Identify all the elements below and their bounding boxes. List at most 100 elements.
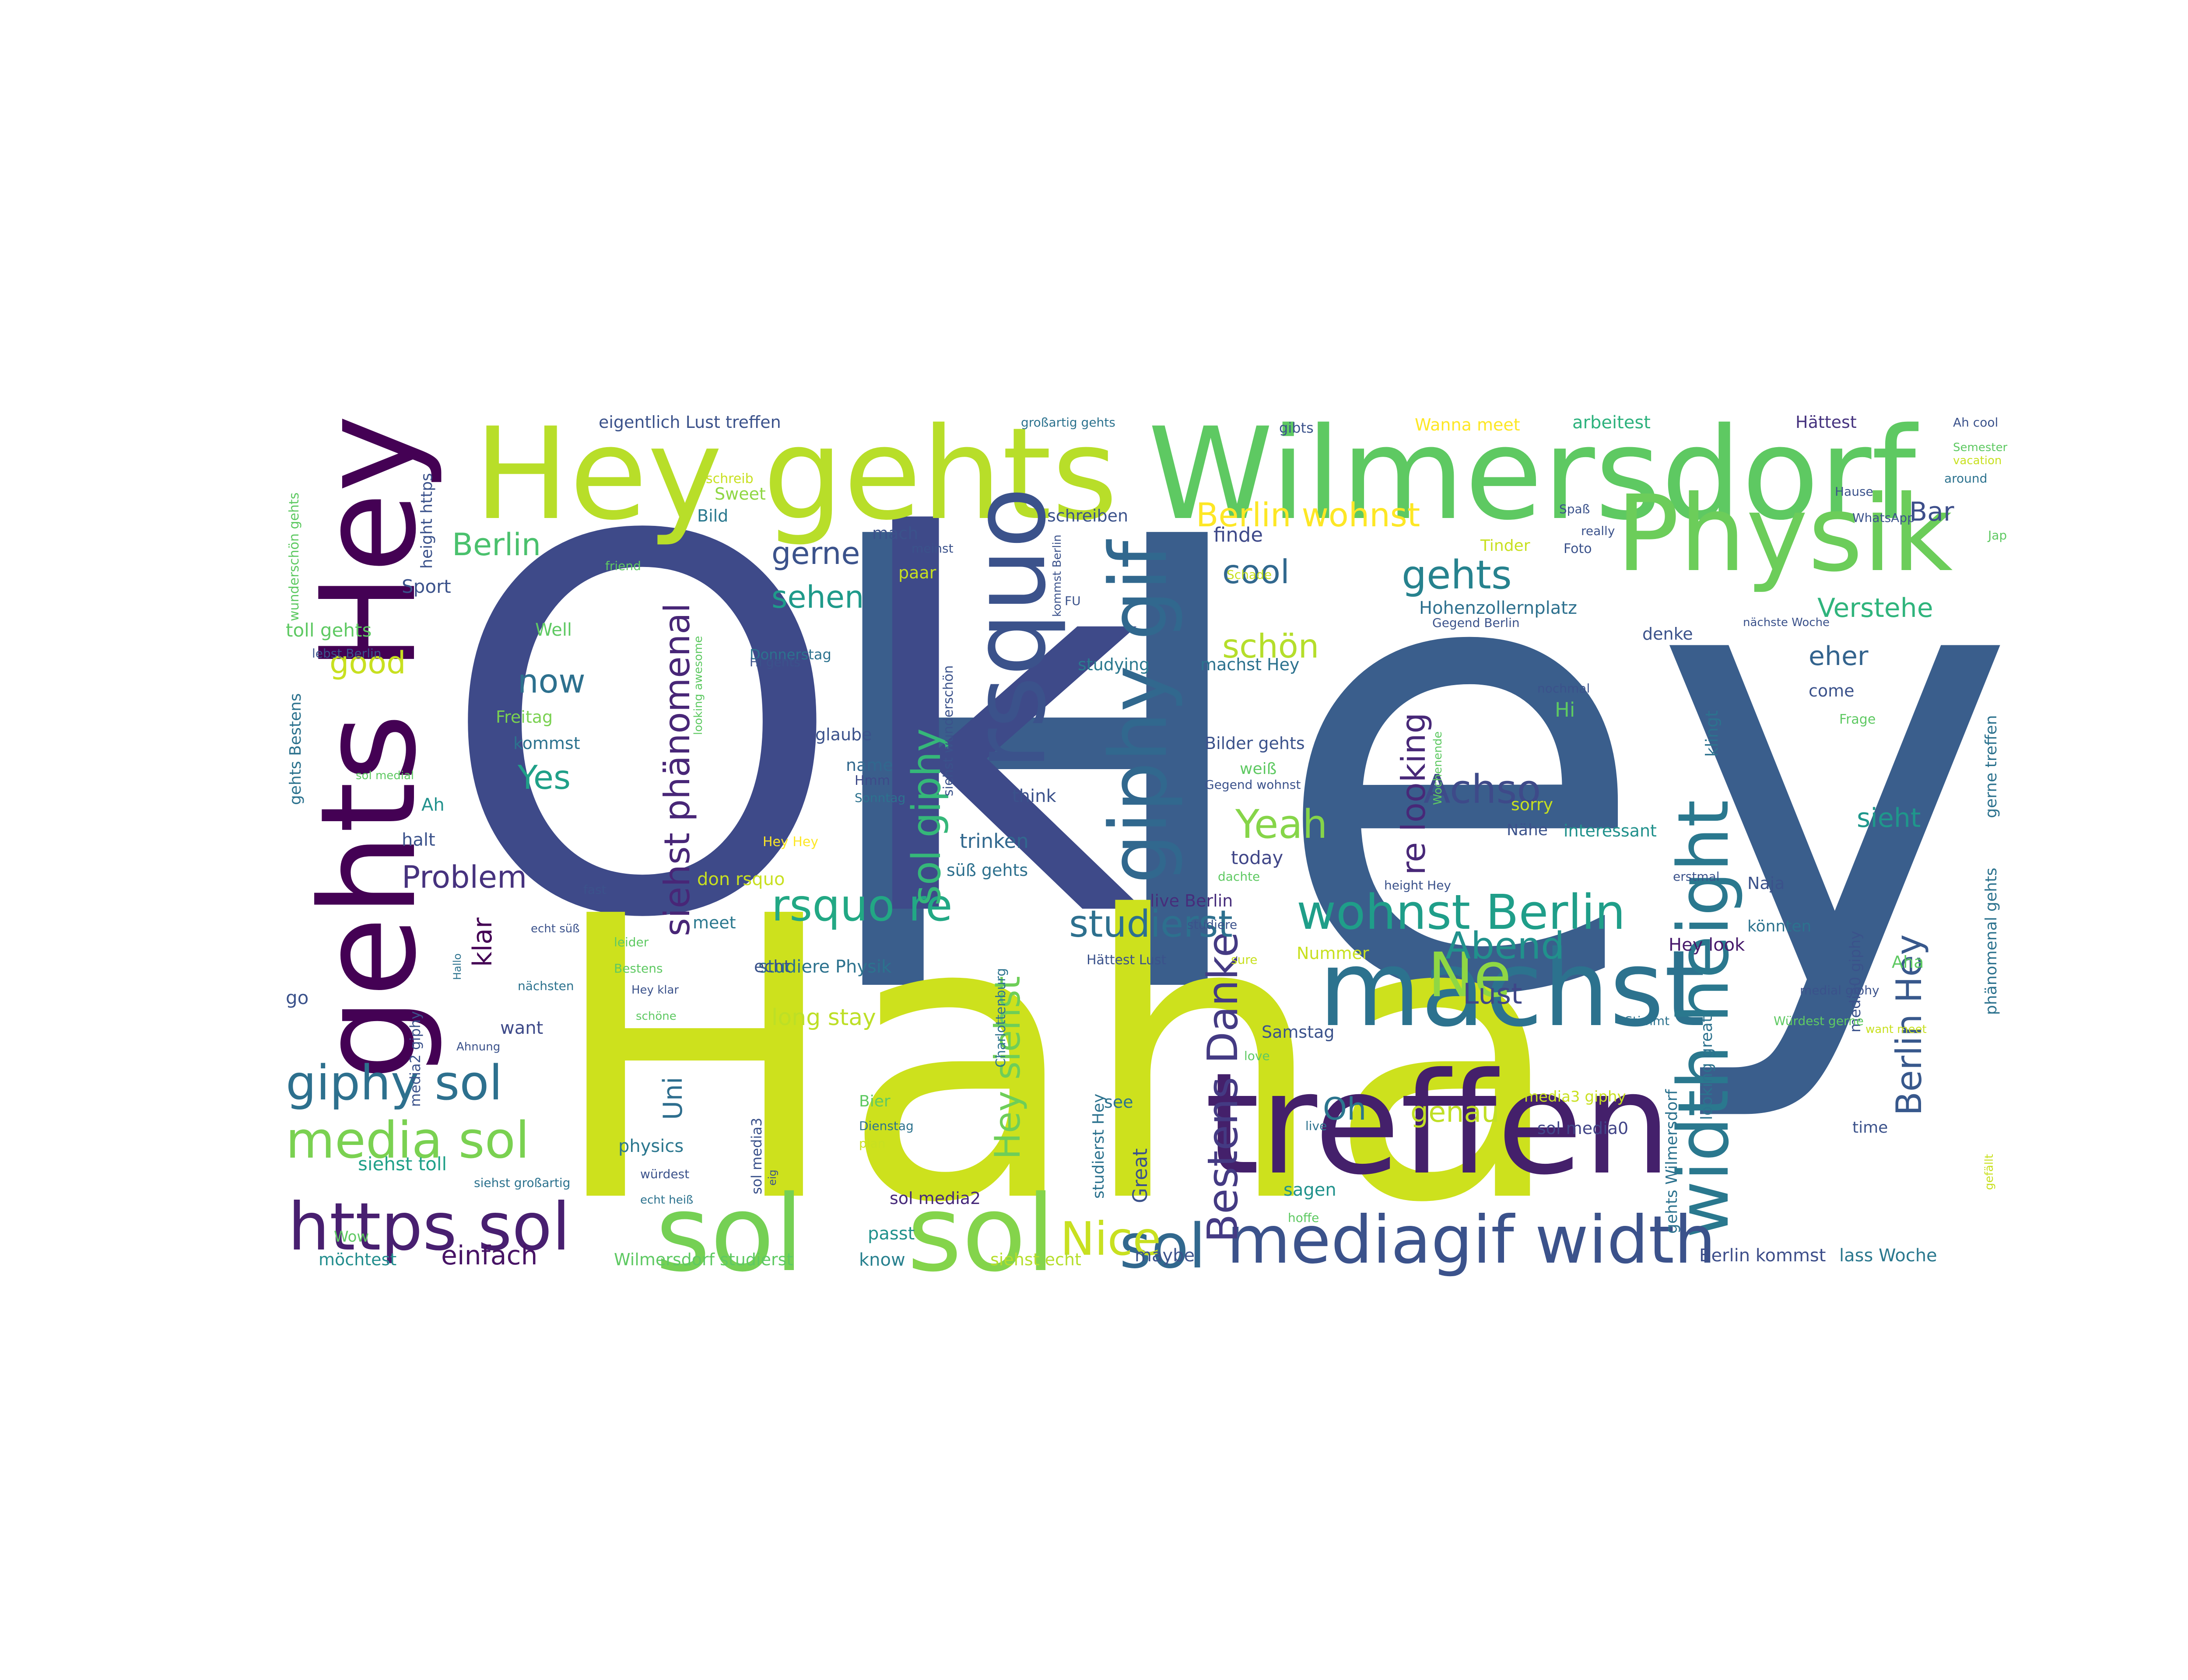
cloud-word: maybe [1135,1246,1195,1266]
cloud-word: sol media3 [748,1117,765,1194]
cloud-word: studiere Physik [758,957,892,977]
cloud-word: sol media2 [890,1189,981,1208]
cloud-word: toll gehts [286,620,372,641]
cloud-word: Sweet [715,484,766,504]
cloud-word: Hättest [1795,413,1857,432]
cloud-word: Verstehe [1817,593,1933,623]
cloud-word: machst [1318,928,1706,1050]
cloud-word: gehts Hey [292,414,445,1081]
cloud-word: möchtest [319,1250,397,1269]
cloud-word: sehen [771,579,864,615]
cloud-word: Hey [801,411,2019,1131]
cloud-word: Yeah [1235,802,1328,847]
cloud-word: mediagif width [1227,1202,1716,1278]
cloud-word: Berlin [452,527,541,563]
cloud-word: Bier [859,1092,891,1110]
cloud-word: Hohenzollernplatz [1419,598,1577,618]
cloud-word: physics [618,1136,684,1156]
cloud-word: good [330,645,406,681]
cloud-word: sol medial [356,769,414,782]
cloud-word: Hey klar [631,984,679,997]
cloud-word: sieht [1857,803,1921,833]
cloud-word: eigentlich Lust treffen [599,413,781,432]
cloud-word: Great [1129,1148,1152,1203]
cloud-word: dachte [1218,869,1260,884]
cloud-word: studierst [1069,903,1233,946]
cloud-word: come [1809,681,1855,700]
cloud-word: Hey look [1669,935,1745,955]
cloud-word: phänomenal gehts [1982,868,2000,1015]
cloud-word: rsquo re [771,880,953,931]
cloud-word: Problem [402,859,527,895]
cloud-word: Yes [518,758,571,797]
cloud-word: Bilder gehts [1205,734,1305,753]
cloud-word: siehst toll [358,1153,447,1175]
cloud-word: Well [535,620,572,640]
cloud-word: sure [1231,952,1258,967]
cloud-word: Berlin wohnst [1196,496,1420,534]
cloud-word: gerne treffen [1982,715,2000,818]
cloud-word: Lust [1463,978,1522,1011]
cloud-word: looking great [1698,1016,1716,1120]
cloud-word: Bestens Danke [1199,931,1247,1242]
cloud-word: media sol [286,1111,529,1170]
cloud-word: friend [605,559,641,573]
cloud-word: height https [418,473,436,569]
cloud-word: eher [1809,641,1869,672]
cloud-word: re looking [1394,712,1433,875]
cloud-word: siehst phänomenal [657,603,698,936]
cloud-word: siehst wunderschön [941,665,956,796]
cloud-word: WhatsApp [1852,511,1915,525]
cloud-word: Samstag [1262,1022,1335,1042]
cloud-word: sorry [1511,795,1553,814]
cloud-word: https sol [288,1189,571,1265]
cloud-word: around [1944,471,1988,486]
cloud-word: plan [859,1136,886,1151]
cloud-word: studiere [1187,917,1238,932]
cloud-word: Wochenende [1431,731,1445,805]
cloud-word: Ne [1428,940,1511,1011]
cloud-word: arbeitest [1572,413,1651,433]
cloud-word: looking awesome [692,636,705,735]
cloud-word: Schade [1227,567,1272,582]
cloud-word: mach [872,524,919,543]
cloud-word: gibts [1279,420,1314,436]
cloud-word: today [1231,847,1283,868]
cloud-word: passt [868,1224,915,1244]
cloud-word: sol [907,1172,1055,1286]
cloud-word: FU [1065,594,1081,608]
cloud-word: medial giphy [1800,983,1879,998]
cloud-word: siehst echt [990,1250,1081,1269]
cloud-word: Jap [1988,528,2007,542]
cloud-word: Wilmersdorf studierst [614,1250,793,1269]
cloud-word: sagen [1283,1180,1336,1200]
cloud-word: schreib [706,471,754,486]
cloud-word: erstmal [1673,869,1720,884]
cloud-word: Hey gehts [474,411,1118,548]
cloud-word: gehts Bestens [287,693,305,805]
cloud-word: großartig gehts [1021,415,1115,430]
cloud-word: time [1852,1119,1888,1137]
cloud-word: giphy sol [286,1055,503,1111]
cloud-word: kommst [513,734,580,753]
cloud-word: gerne [771,536,860,571]
cloud-word: Ah [421,795,445,815]
cloud-word: weiß [1240,760,1277,778]
cloud-word: Hi gehts [750,655,801,669]
cloud-word: Charlottenburg [993,968,1009,1068]
cloud-word: schreiben [1047,506,1129,525]
cloud-word: Bar [1909,497,1954,527]
cloud-word: Nummer [1297,944,1369,963]
cloud-word: paar [898,563,936,582]
cloud-word: Achso [1424,766,1541,812]
cloud-word: süß gehts [947,861,1028,880]
cloud-word: glaube [815,725,872,744]
cloud-word: meinst [912,541,954,556]
cloud-word: now [518,662,586,700]
cloud-word: genau [1410,1096,1500,1129]
cloud-word: Hi [1555,698,1575,721]
cloud-word: Hause [1835,484,1873,499]
cloud-word: Haha [548,834,1566,1286]
cloud-word: really [1581,524,1615,538]
cloud-word: Aha [1892,952,1924,972]
